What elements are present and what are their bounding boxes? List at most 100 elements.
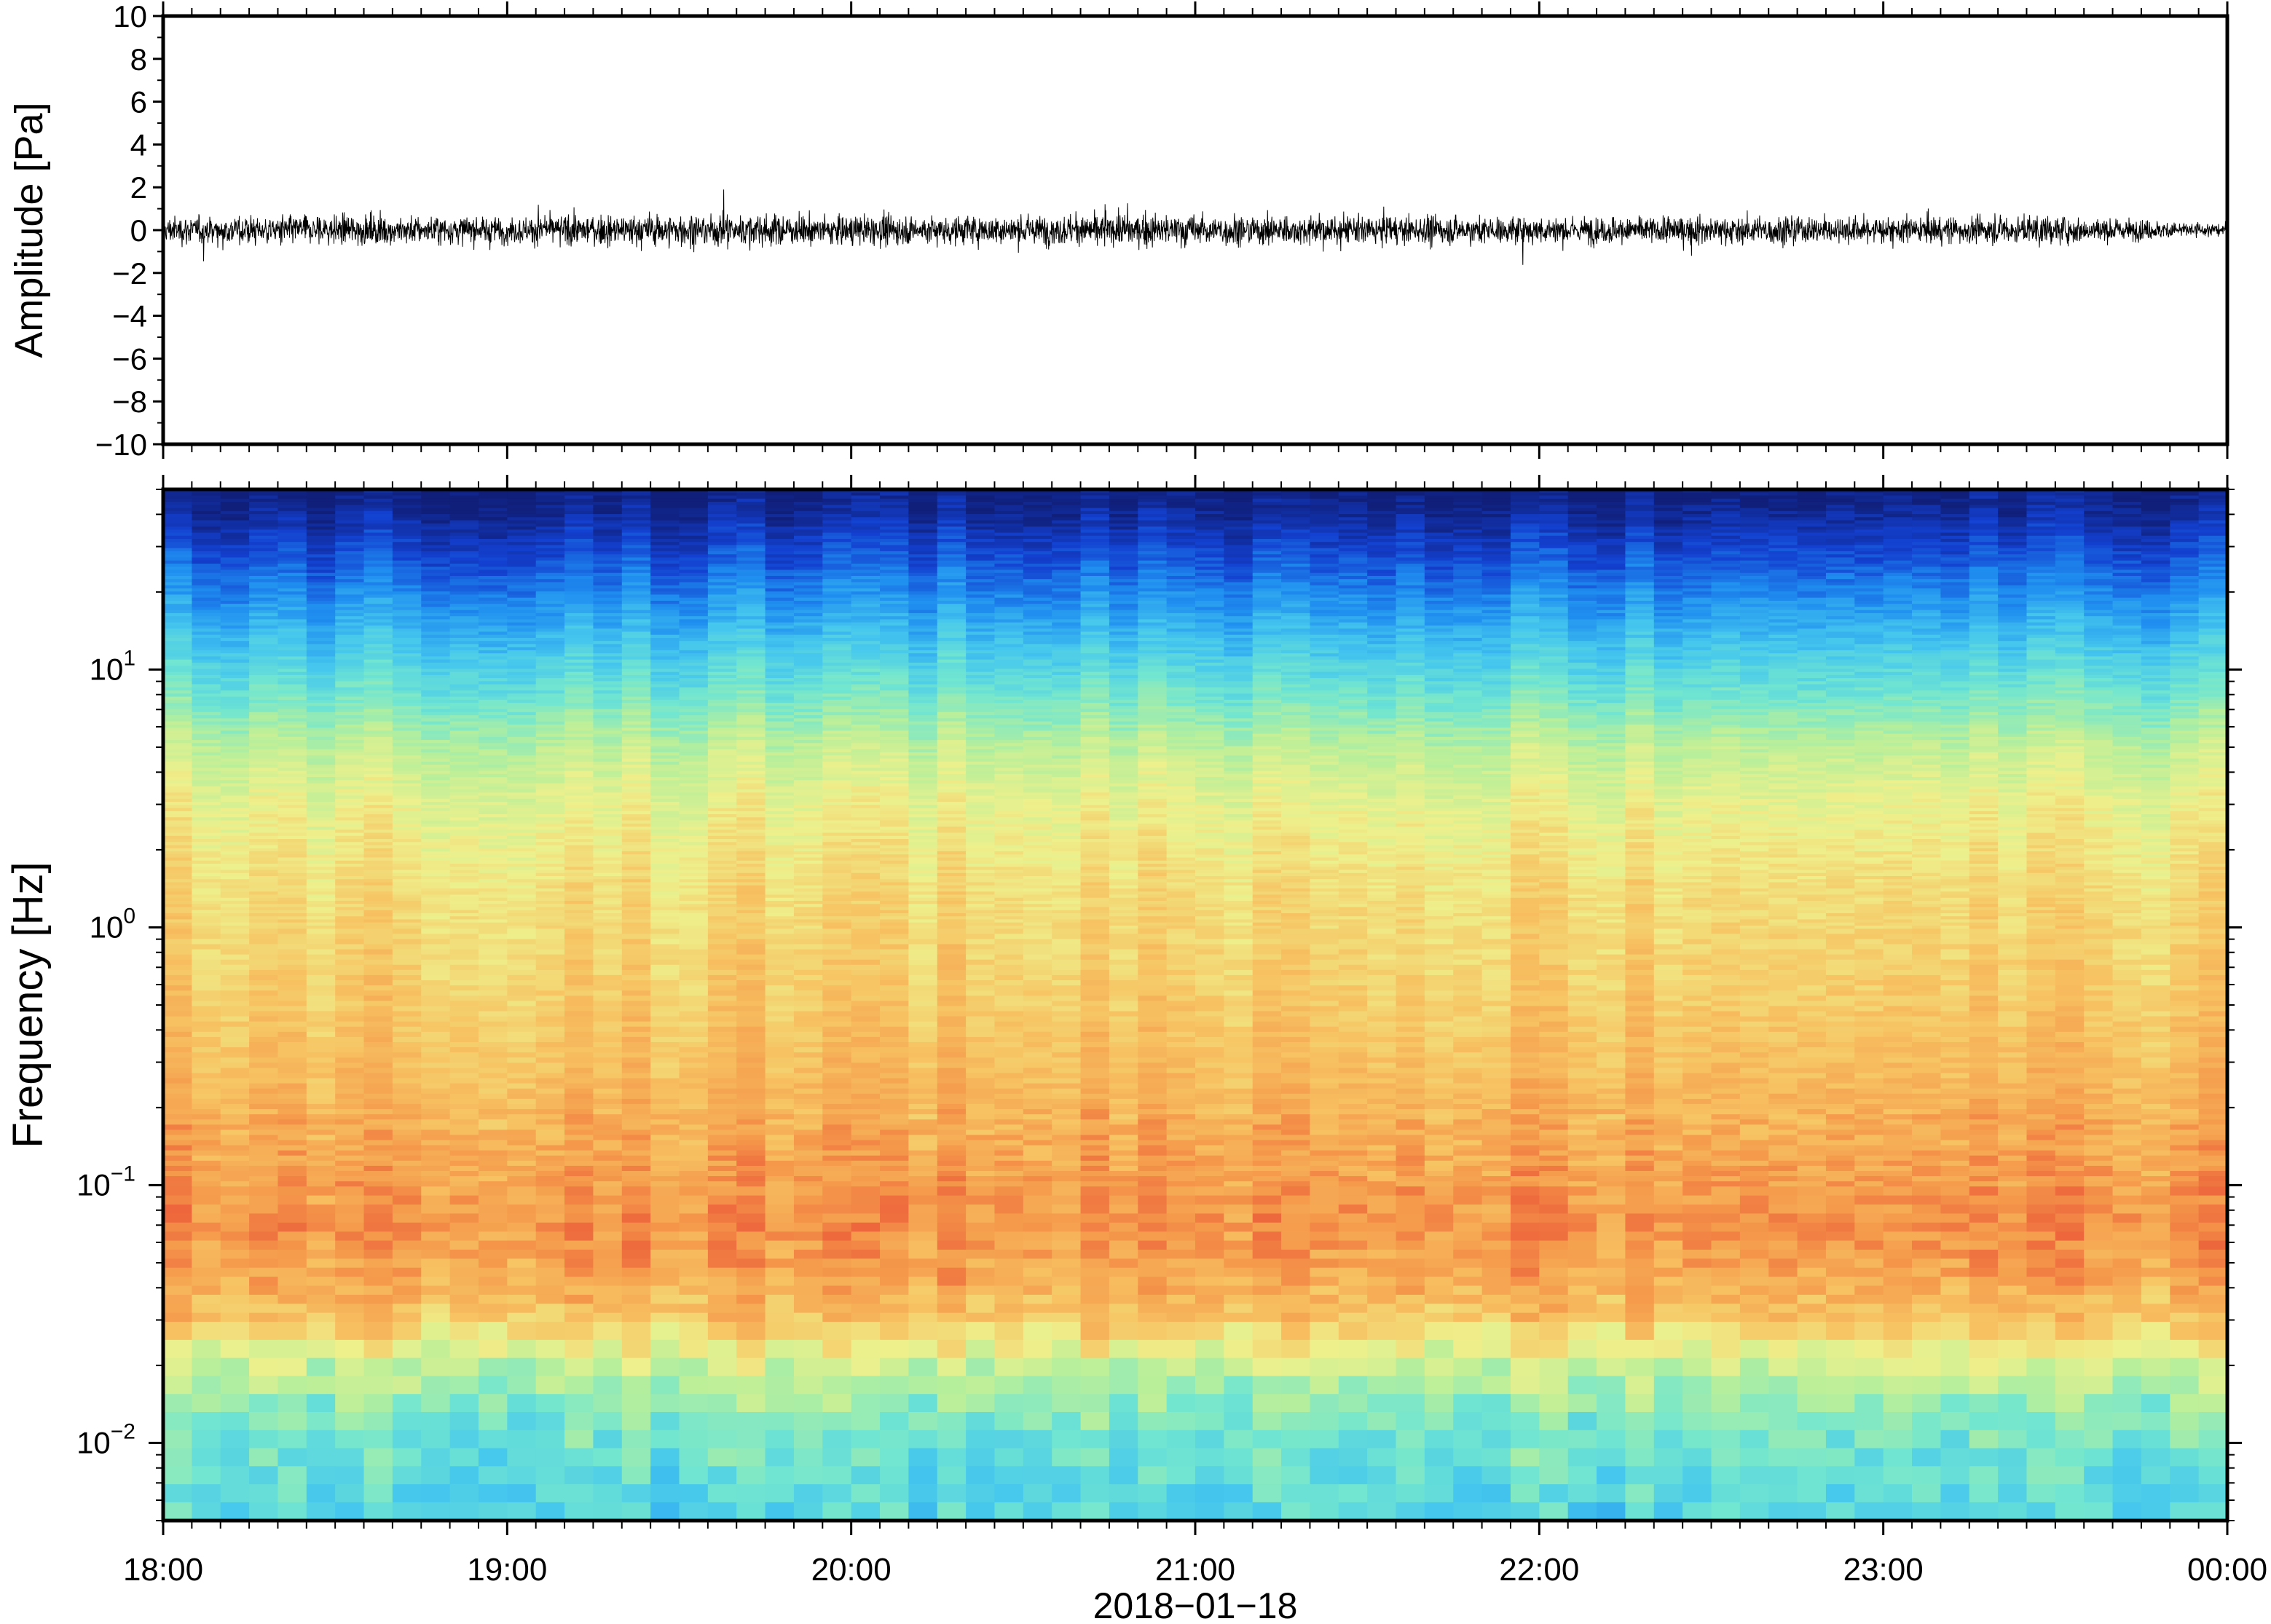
spectrogram-cell: [1969, 501, 1999, 505]
spectrogram-cell: [937, 585, 967, 589]
spectrogram-cell: [249, 520, 279, 524]
spectrogram-cell: [478, 532, 508, 537]
spectrogram-cell: [793, 637, 824, 642]
spectrogram-cell: [2141, 666, 2171, 669]
spectrogram-cell: [1252, 554, 1282, 559]
spectrogram-cell: [306, 659, 336, 663]
spectrogram-cell: [994, 585, 1024, 589]
spectrogram-cell: [1797, 612, 1827, 617]
spectrogram-cell: [2198, 511, 2227, 515]
spectrogram-cell: [1481, 538, 1511, 543]
spectrogram-cell: [1625, 563, 1655, 567]
spectrogram-cell: [1109, 557, 1139, 561]
spectrogram-cell: [335, 563, 365, 567]
spectrogram-cell: [822, 684, 852, 688]
spectrogram-cell: [707, 684, 738, 688]
spectrogram-cell: [994, 545, 1024, 549]
spectrogram-cell: [249, 644, 279, 648]
spectrogram-cell: [1396, 641, 1425, 645]
spectrogram-cell: [363, 572, 393, 577]
spectrogram-cell: [363, 505, 393, 509]
spectrogram-cell: [1539, 563, 1569, 567]
spectrogram-cell: [908, 567, 938, 571]
spectrogram-cell: [1940, 560, 1970, 564]
spectrogram-cell: [1940, 554, 1970, 559]
spectrogram-cell: [1396, 594, 1425, 599]
spectrogram-cell: [1539, 495, 1569, 500]
spectrogram-cell: [1138, 588, 1168, 592]
spectrogram-cell: [593, 678, 623, 682]
spectrogram-cell: [2198, 572, 2227, 577]
spectrogram-cell: [1567, 666, 1597, 669]
spectrogram-cell: [335, 582, 365, 586]
spectrogram-cell: [306, 674, 336, 679]
spectrogram-cell: [621, 579, 651, 583]
spectrogram-cell: [449, 591, 479, 596]
spectrogram-cell: [593, 529, 623, 534]
spectrogram-cell: [1396, 538, 1425, 543]
spectrogram-cell: [1912, 622, 1942, 626]
spectrogram-cell: [363, 684, 393, 688]
spectrogram-cell: [1424, 551, 1455, 555]
spectrogram-cell: [1310, 563, 1339, 567]
spectrogram-cell: [1711, 575, 1741, 580]
spectrogram-cell: [593, 511, 623, 515]
spectrogram-cell: [1281, 604, 1311, 608]
spectrogram-cell: [822, 612, 852, 617]
spectrogram-cell: [507, 492, 537, 497]
spectrogram-cell: [1166, 505, 1196, 509]
spectrogram-cell: [1567, 693, 1597, 698]
spectrogram-cell: [1338, 666, 1368, 669]
spectrogram-cell: [851, 513, 881, 518]
spectrogram-cell: [1825, 653, 1856, 657]
spectrogram-cell: [421, 501, 451, 505]
spectrogram-cell: [1625, 662, 1655, 666]
spectrogram-cell: [192, 653, 221, 657]
spectrogram-cell: [1109, 542, 1139, 546]
spectrogram-cell: [679, 671, 709, 676]
spectrogram-cell: [1625, 650, 1655, 654]
spectrogram-cell: [880, 495, 910, 500]
spectrogram-cell: [564, 508, 594, 512]
spectrogram-cell: [1310, 628, 1339, 633]
spectrogram-cell: [1597, 597, 1626, 602]
spectrogram-cell: [1682, 641, 1712, 645]
spectrogram-cell: [994, 563, 1024, 567]
spectrogram-cell: [1023, 585, 1052, 589]
spectrogram-cell: [1854, 644, 1884, 648]
spectrogram-cell: [908, 523, 938, 527]
spectrogram-cell: [994, 535, 1024, 540]
spectrogram-cell: [765, 501, 795, 505]
spectrogram-cell: [1998, 532, 2028, 537]
spectrogram-cell: [449, 560, 479, 564]
spectrogram-cell: [507, 495, 537, 500]
spectrogram-cell: [679, 610, 709, 614]
spectrogram-cell: [937, 650, 967, 654]
spectrogram-cell: [478, 653, 508, 657]
spectrogram-cell: [1166, 594, 1196, 599]
spectrogram-cell: [994, 612, 1024, 617]
spectrogram-cell: [421, 619, 451, 623]
spectrogram-cell: [2198, 508, 2227, 512]
spectrogram-cell: [1797, 600, 1827, 604]
spectrogram-cell: [707, 674, 738, 679]
spectrogram-cell: [1252, 650, 1282, 654]
spectrogram-cell: [679, 628, 709, 633]
spectrogram-cell: [1912, 600, 1942, 604]
spectrogram-cell: [1138, 659, 1168, 663]
spectrogram-cell: [163, 647, 193, 651]
spectrogram-cell: [880, 501, 910, 505]
spectrogram-cell: [707, 563, 738, 567]
spectrogram-cell: [1682, 526, 1712, 530]
spectrogram-cell: [1224, 631, 1253, 636]
spectrogram-cell: [1252, 594, 1282, 599]
spectrogram-cell: [1912, 567, 1942, 571]
spectrogram-cell: [880, 535, 910, 540]
spectrogram-cell: [1567, 567, 1597, 571]
spectrogram-cell: [1252, 575, 1282, 580]
spectrogram-cell: [2170, 526, 2200, 530]
spectrogram-cell: [2141, 508, 2171, 512]
spectrogram-cell: [2198, 594, 2227, 599]
spectrogram-cell: [679, 591, 709, 596]
spectrogram-cell: [1739, 619, 1770, 623]
